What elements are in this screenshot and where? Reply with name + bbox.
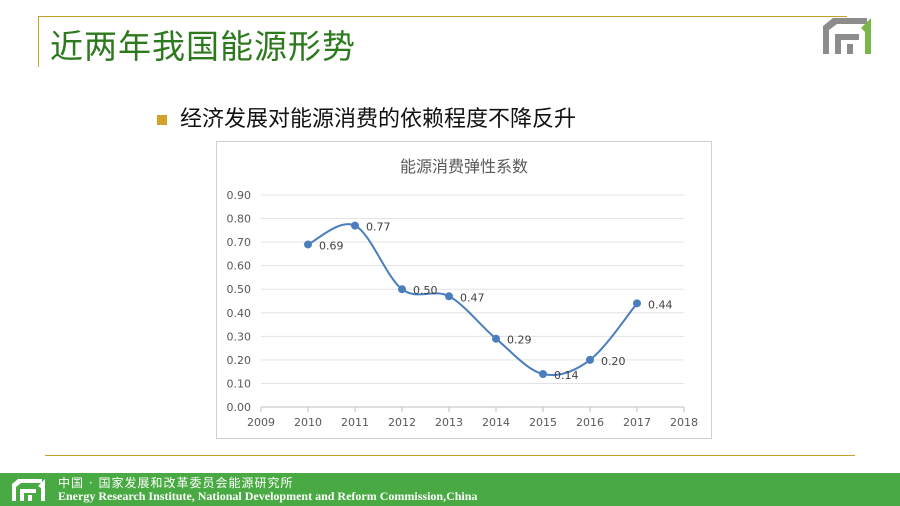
institute-logo-icon — [823, 18, 871, 54]
data-point — [398, 285, 406, 294]
series-group — [304, 221, 641, 379]
chart-title: 能源消费弹性系数 — [400, 157, 528, 176]
title-frame — [38, 16, 847, 67]
x-tick-label: 2018 — [670, 416, 698, 429]
data-point — [492, 334, 500, 343]
x-tick-label: 2010 — [294, 416, 322, 429]
y-tick-label: 0.00 — [227, 401, 252, 414]
data-point — [633, 299, 641, 308]
x-tick-label: 2017 — [623, 416, 651, 429]
x-tick-label: 2011 — [341, 416, 369, 429]
data-label: 0.20 — [601, 355, 626, 368]
bullet-marker — [157, 115, 167, 125]
y-tick-label: 0.90 — [227, 189, 252, 202]
y-tick-label: 0.40 — [227, 307, 252, 320]
y-tick-label: 0.10 — [227, 377, 252, 390]
data-point — [445, 292, 453, 301]
grid-lines — [261, 194, 684, 408]
y-tick-label: 0.80 — [227, 213, 252, 226]
page-title: 近两年我国能源形势 — [50, 27, 356, 66]
y-tick-label: 0.30 — [227, 330, 252, 343]
y-tick-label: 0.60 — [227, 260, 252, 273]
x-tick-label: 2014 — [482, 416, 510, 429]
data-point — [351, 221, 359, 230]
footer-chinese-name: 中国 · 国家发展和改革委员会能源研究所 — [58, 476, 294, 490]
data-label: 0.69 — [319, 239, 344, 252]
data-label: 0.29 — [507, 334, 532, 347]
data-label: 0.77 — [366, 221, 391, 234]
line-chart: 能源消费弹性系数 0.00 0.10 0.20 0.30 0.40 0.50 0.60 0.7… — [227, 157, 699, 429]
data-point — [304, 240, 312, 249]
bullet-text: 经济发展对能源消费的依赖程度不降反升 — [180, 107, 577, 132]
x-tick-label: 2015 — [529, 416, 557, 429]
data-point — [539, 370, 547, 379]
footer-bar: 中国 · 国家发展和改革委员会能源研究所 Energy Research Ins… — [0, 473, 900, 506]
x-tick-label: 2009 — [247, 416, 275, 429]
x-tick-label: 2013 — [435, 416, 463, 429]
y-tick-label: 0.50 — [227, 283, 252, 296]
data-label: 0.44 — [648, 298, 673, 311]
axes: 0.00 0.10 0.20 0.30 0.40 0.50 0.60 0.70 0.80 0.90… — [227, 189, 699, 429]
data-label: 0.50 — [413, 284, 438, 297]
x-tick-label: 2012 — [388, 416, 416, 429]
y-tick-label: 0.20 — [227, 354, 252, 367]
footer-english-name: Energy Research Institute, National Deve… — [58, 489, 478, 503]
data-label: 0.14 — [554, 369, 579, 382]
chart-container: 能源消费弹性系数 0.00 0.10 0.20 0.30 0.40 0.50 0.60 0.7… — [216, 141, 712, 439]
data-label: 0.47 — [460, 291, 485, 304]
footer-logo-icon — [12, 479, 45, 501]
data-point — [586, 355, 594, 364]
footer-divider — [45, 455, 855, 456]
data-labels: 0.69 0.77 0.50 0.47 0.29 0.14 0.20 0.44 — [319, 221, 673, 382]
y-tick-label: 0.70 — [227, 236, 252, 249]
x-tick-label: 2016 — [576, 416, 604, 429]
